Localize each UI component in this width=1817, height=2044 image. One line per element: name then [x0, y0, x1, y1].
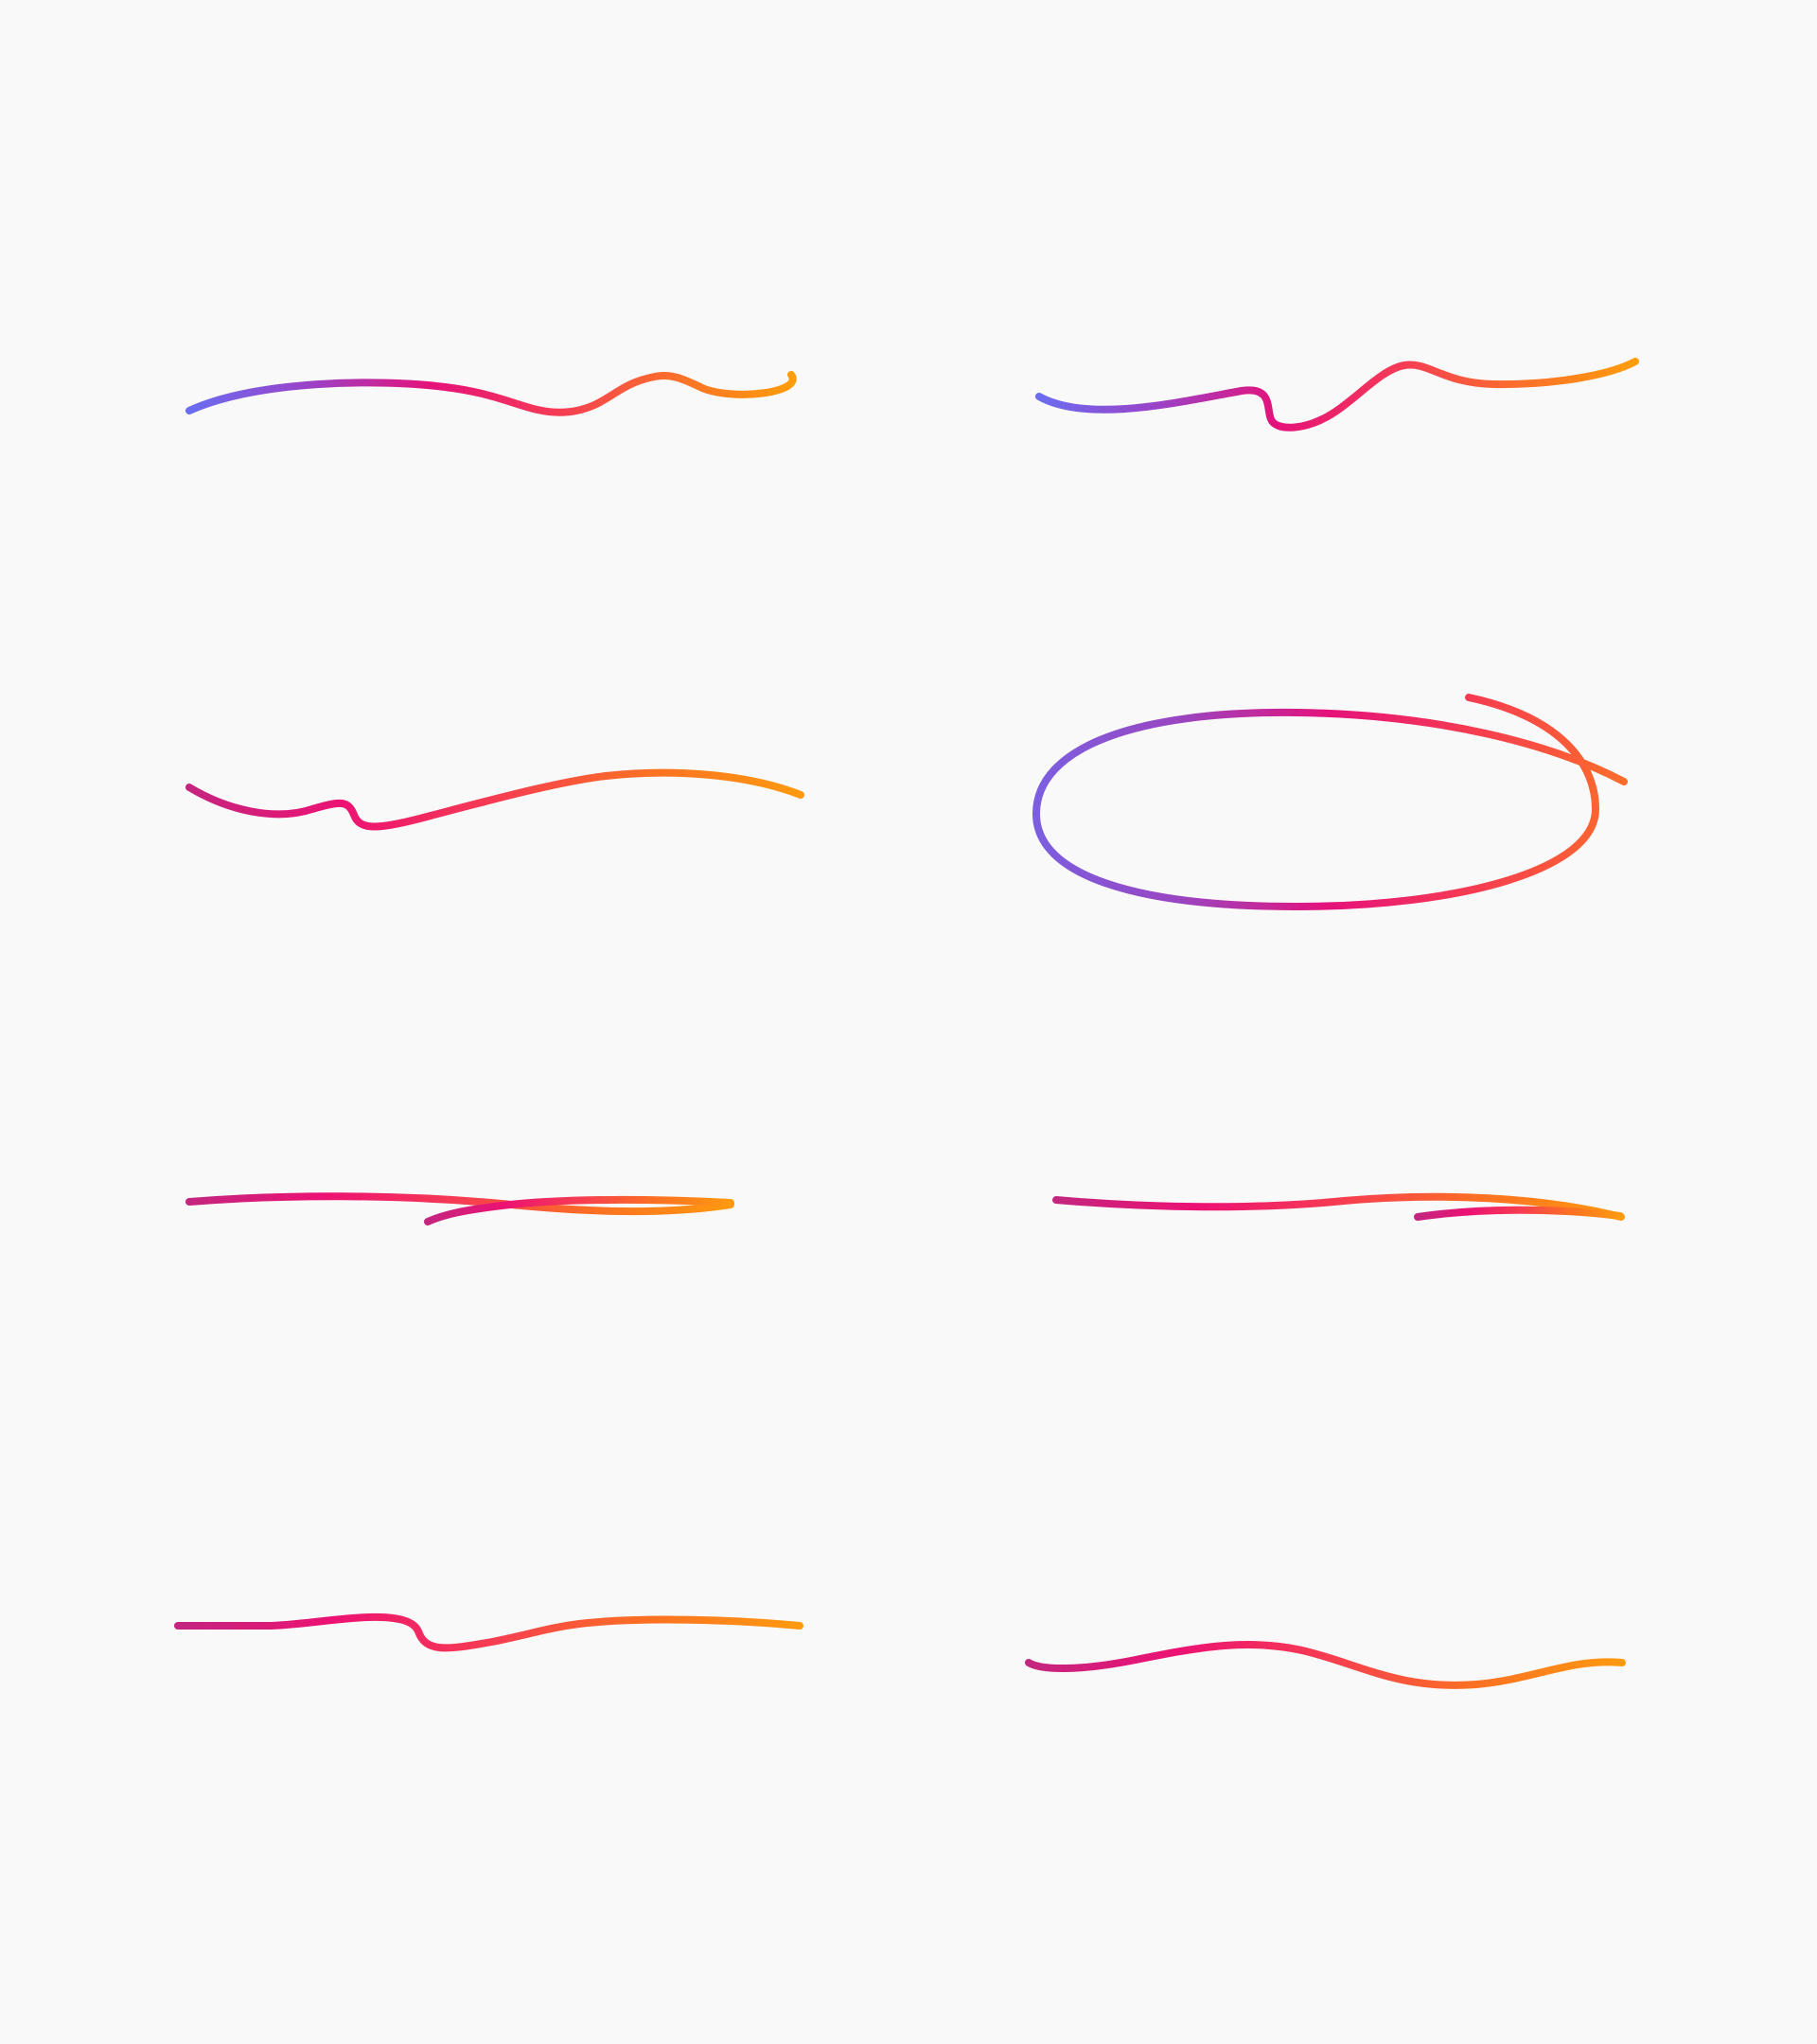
squiggle-stroke-3 — [185, 768, 804, 831]
double-line-stroke-2-return — [1414, 1206, 1624, 1221]
ellipse-stroke — [1032, 694, 1628, 910]
wave-stroke — [1025, 1640, 1626, 1689]
squiggle-stroke-4 — [174, 1612, 803, 1652]
squiggle-stroke-2 — [1035, 358, 1639, 432]
squiggle-stroke-1 — [185, 371, 797, 416]
double-line-stroke-1-return — [424, 1195, 734, 1225]
double-line-stroke-2 — [1052, 1192, 1625, 1221]
